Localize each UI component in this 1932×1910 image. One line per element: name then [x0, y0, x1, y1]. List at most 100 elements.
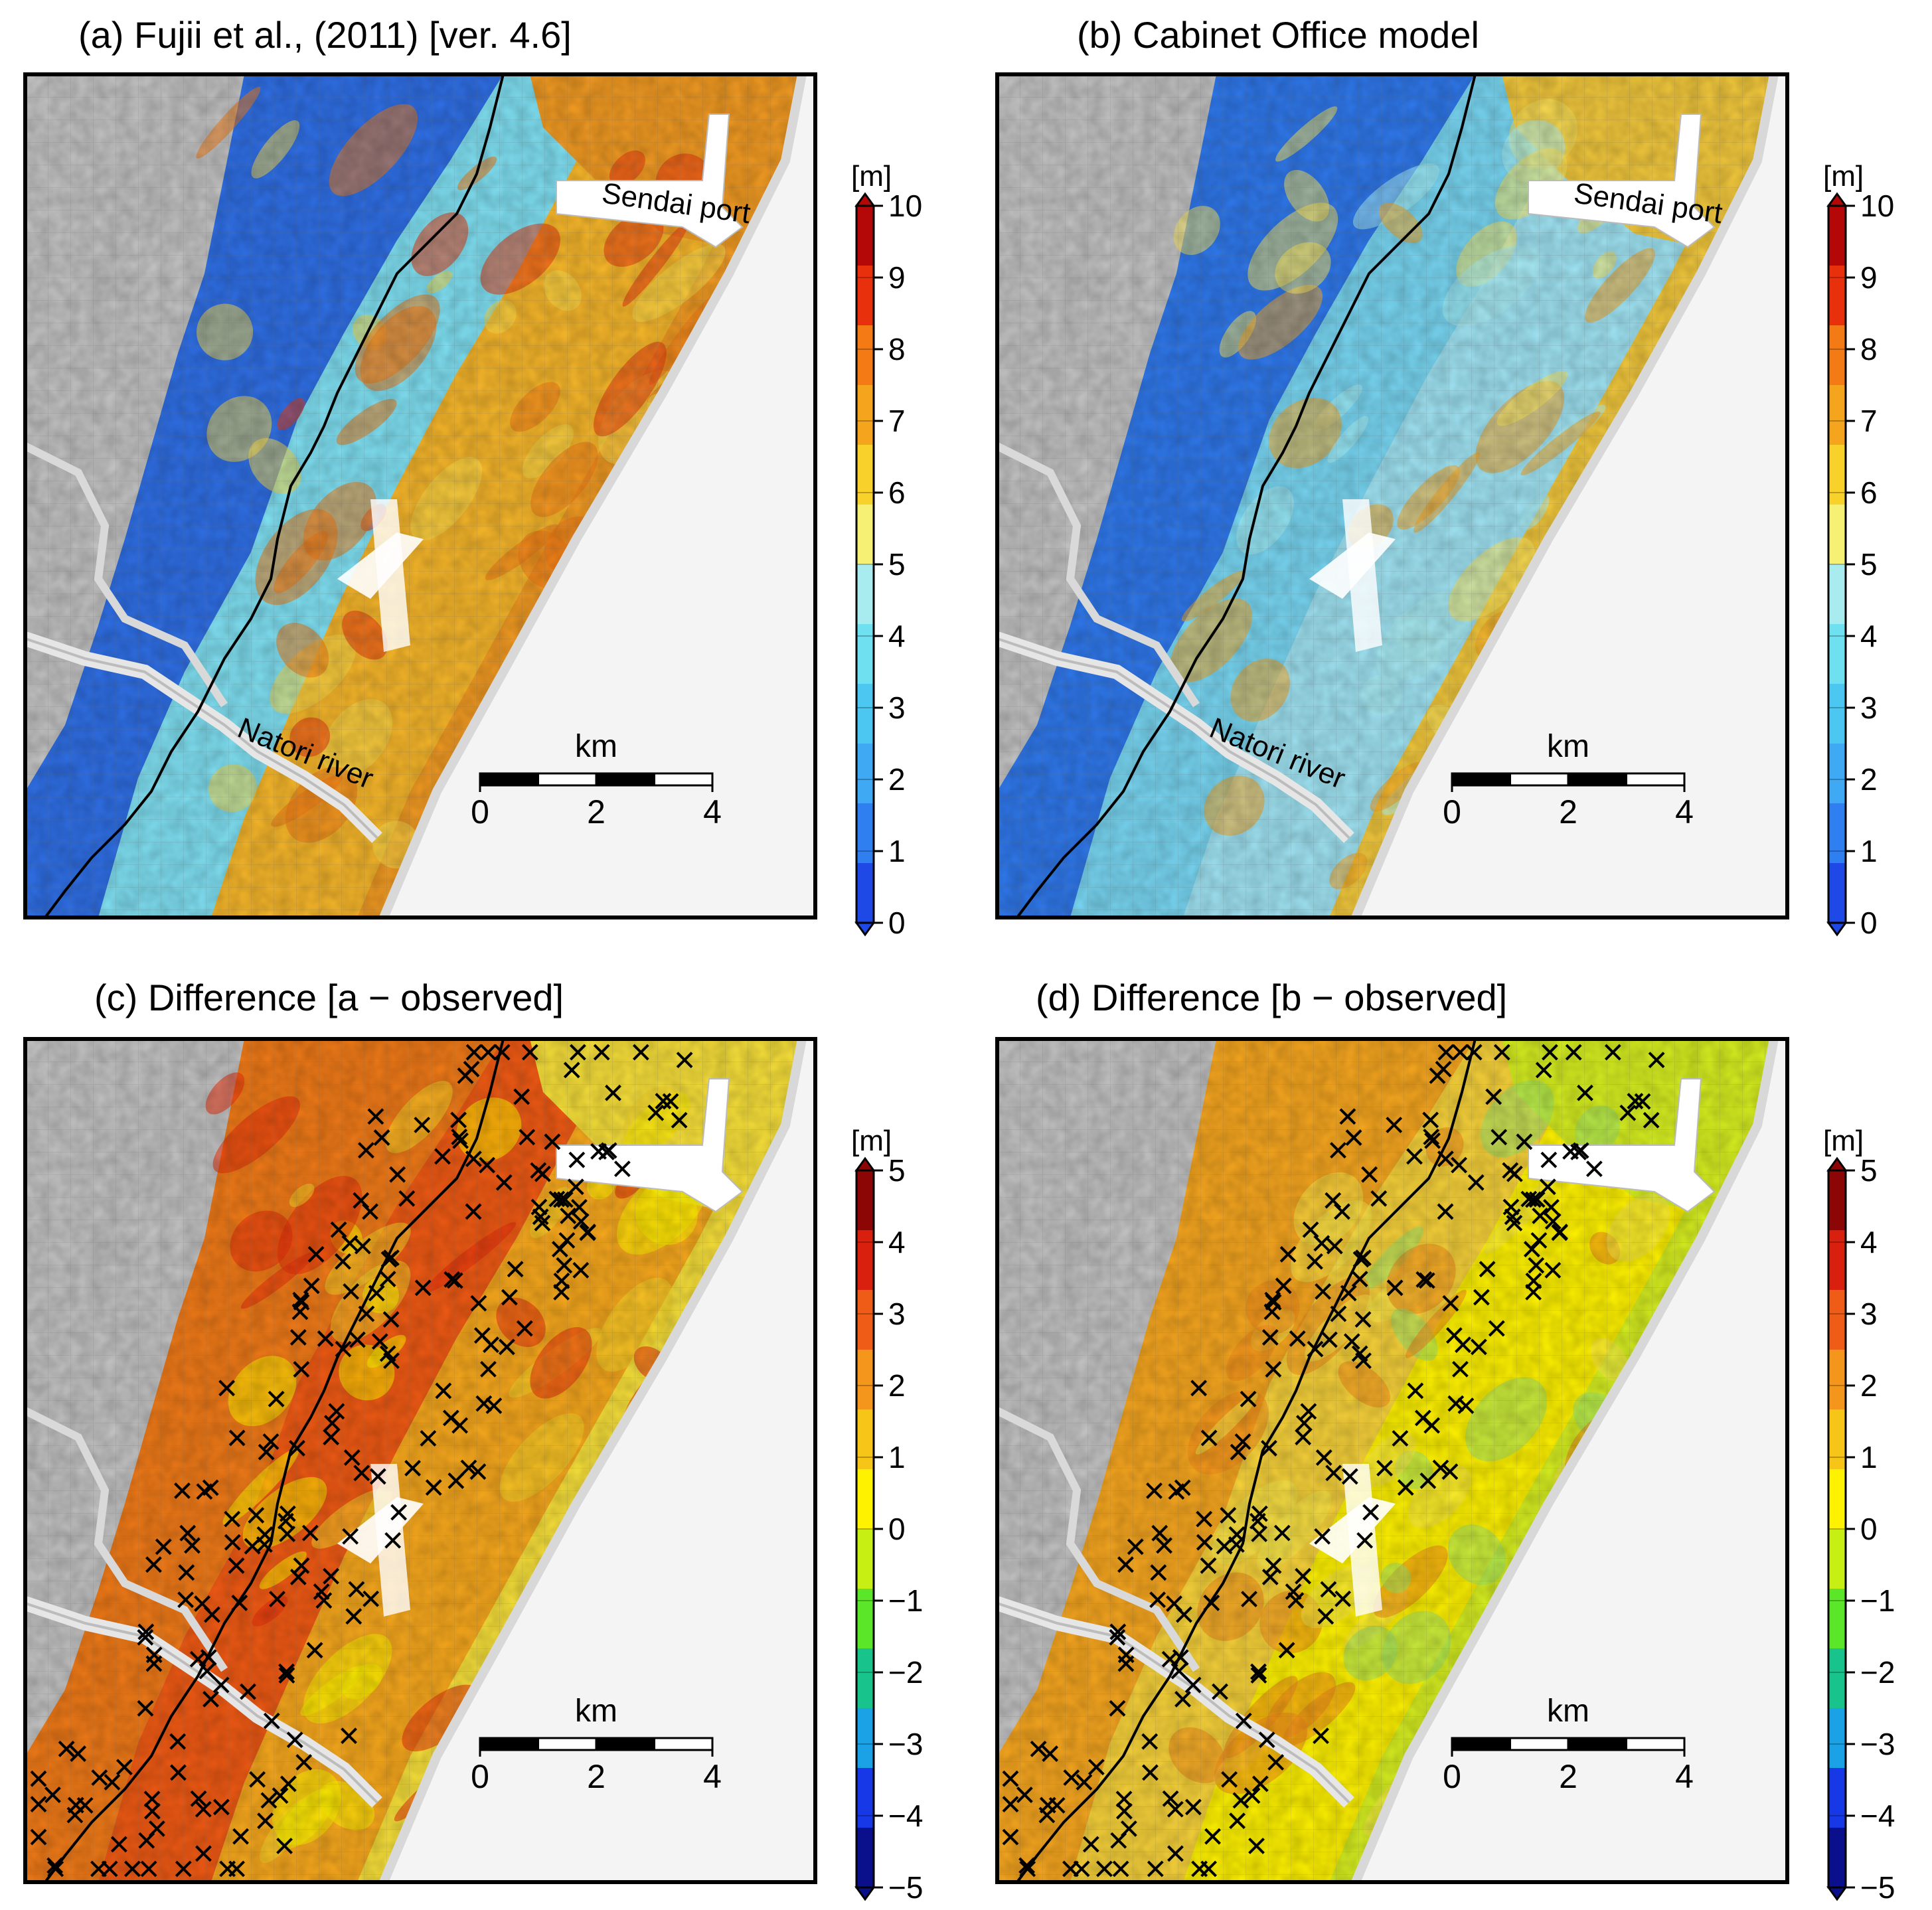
panel-c-observation-marker	[569, 1044, 586, 1061]
panel-c-observation-marker	[293, 1361, 310, 1378]
colorbar-bottom-right-band	[1828, 1469, 1846, 1530]
scalebar-d: km 0 2 4	[1443, 1694, 1694, 1795]
colorbar-top-left-tick-label: 7	[888, 404, 906, 438]
panel-b-frame	[995, 72, 1789, 919]
panel-c-observation-marker	[553, 1191, 570, 1208]
panel-c-observation-marker	[353, 1192, 370, 1209]
panel-b-boundary	[1016, 74, 1477, 919]
panel-d-observation-marker	[1544, 1261, 1562, 1279]
panel-d-title: (d) Difference [b − observed]	[1036, 977, 1507, 1018]
colorbar-top-left-tick-label: 6	[888, 475, 906, 510]
scalebar-a-segment	[537, 772, 598, 787]
panel-d-observation-marker	[1248, 1838, 1265, 1854]
panel-d-observation-marker	[1543, 1199, 1560, 1216]
panel-d-observation-marker	[1265, 1361, 1282, 1378]
panel-c-observation-marker	[218, 1380, 236, 1397]
panel-c-observation-marker	[452, 1132, 469, 1149]
panel-c-observation-marker	[295, 1754, 313, 1771]
panel-d-observation-marker	[1326, 1237, 1343, 1255]
panel-c-observation-marker	[262, 1433, 280, 1450]
colorbar-bottom-right-band	[1828, 1350, 1846, 1410]
panel-c-observation-marker	[194, 1595, 210, 1612]
colorbar-top-right-band	[1828, 206, 1846, 266]
panel-d-observation-marker	[1442, 1295, 1459, 1312]
colorbar-top-left-band	[856, 385, 874, 445]
panel-d-observation-marker	[1648, 1052, 1665, 1069]
scalebar-a-label: 4	[703, 793, 722, 831]
panel-d-observation-marker	[1334, 1590, 1352, 1607]
panel-d-observation-marker	[1273, 1524, 1291, 1542]
panel-d-observation-marker	[1451, 1156, 1468, 1174]
panel-d-observation-marker	[1127, 1538, 1144, 1555]
panel-c-observation-marker	[451, 1129, 468, 1145]
panel-d-observation-marker	[1470, 1338, 1487, 1356]
panel-d-observation-marker	[1422, 1111, 1439, 1129]
panel-c-observation-marker	[358, 1305, 375, 1322]
panel-c-observation-marker	[137, 1623, 155, 1640]
colorbar-bottom-right-tick-label: −2	[1860, 1655, 1895, 1690]
panel-d-observation-marker	[1285, 1583, 1302, 1600]
panel-d-observation-marker	[1244, 1787, 1261, 1804]
panel-c-observation-marker	[521, 1044, 538, 1061]
panel-c-observation-marker	[175, 1860, 192, 1877]
panel-c-observation-marker	[276, 1838, 293, 1854]
panel-c-observation-marker	[278, 1667, 295, 1684]
colorbar-top-left-max-arrow	[854, 192, 876, 207]
panel-d-observation-marker	[1423, 1129, 1440, 1145]
panel-c-observation-marker	[362, 1203, 378, 1220]
panel-c-observation-marker	[460, 1459, 477, 1476]
panel-d-observation-marker	[1516, 1133, 1533, 1151]
panel-c	[23, 1037, 817, 1884]
panel-c-observation-marker	[202, 1479, 219, 1496]
colorbar-bottom-right-tick-label: −3	[1860, 1727, 1895, 1761]
panel-c-observation-marker	[190, 1790, 207, 1807]
panel-c-observation-marker	[568, 1151, 586, 1168]
panel-c-observation-marker	[369, 1468, 386, 1485]
panel-c-observation-marker	[30, 1828, 47, 1846]
panel-c-observation-marker	[58, 1740, 75, 1757]
panel-c-observation-marker	[269, 1591, 285, 1608]
panel-d-observation-marker	[1407, 1382, 1424, 1399]
panel-d-observation-marker	[1643, 1111, 1660, 1129]
panel-c-observation-marker	[249, 1771, 266, 1788]
panel-a-tributary	[23, 442, 228, 708]
panel-d-observation-marker	[1525, 1272, 1542, 1289]
panel-d-observation-marker	[1315, 1449, 1332, 1466]
panel-d-airport-runway-2	[1342, 1464, 1382, 1617]
panel-c-observation-marker	[655, 1093, 672, 1109]
panel-d-observation-marker	[1351, 1271, 1368, 1287]
panel-c-observation-marker	[301, 1524, 319, 1542]
panel-d-observation-marker	[1174, 1479, 1191, 1496]
colorbar-bottom-left-tick-label: 3	[888, 1297, 906, 1331]
panel-d-observation-marker	[1117, 1556, 1134, 1573]
scalebar-d-segment	[1567, 1737, 1627, 1751]
scalebar-c-title: km	[575, 1694, 617, 1729]
panel-a-boundary	[44, 74, 505, 919]
panel-d-observation-marker	[1437, 1044, 1455, 1061]
panel-a-river-edge	[25, 637, 378, 839]
panel-d-observation-marker	[1275, 1277, 1292, 1295]
panel-c-observation-marker	[330, 1221, 347, 1238]
panel-d-observation-marker	[1295, 1429, 1312, 1446]
panel-c-observation-marker	[544, 1133, 561, 1151]
panel-c-observation-marker	[676, 1052, 693, 1069]
panel-c-observation-marker	[137, 1700, 154, 1717]
panel-c-observation-marker	[272, 1787, 289, 1804]
panel-c-observation-marker	[480, 1360, 497, 1378]
colorbar-bottom-right-band	[1828, 1170, 1846, 1231]
panel-c-observation-marker	[240, 1683, 256, 1700]
colorbar-bottom-right-unit: [m]	[1823, 1125, 1864, 1157]
panel-d-observation-marker	[1406, 1148, 1423, 1165]
panel-d-observation-marker	[1115, 1802, 1133, 1820]
panel-d-observation-marker	[1096, 1860, 1113, 1877]
panel-d-observation-marker	[1354, 1311, 1372, 1328]
colorbar-bottom-right-tick-label: −4	[1860, 1798, 1895, 1833]
panel-c-observation-marker	[277, 1512, 294, 1530]
panel-c-observation-marker	[169, 1733, 187, 1750]
colorbar-bottom-right-min-arrow	[1826, 1886, 1848, 1901]
colorbar-top-left-band	[856, 505, 874, 565]
panel-c-observation-marker	[368, 1285, 385, 1302]
scalebar-b-segment	[1625, 772, 1686, 787]
panel-d-observation-marker	[1151, 1524, 1168, 1542]
